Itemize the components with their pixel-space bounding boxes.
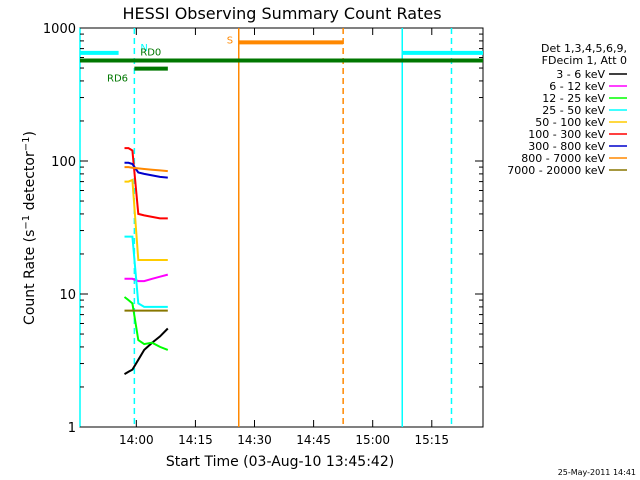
footer-date: 25-May-2011 14:41: [558, 468, 636, 477]
x-tick-label-15-15: 15:15: [414, 433, 449, 447]
legend-label-100-300-kev: 100 - 300 keV: [528, 128, 605, 141]
y-axis-label-exp2: −1: [21, 137, 32, 152]
y-tick-label-1000: 1000: [43, 22, 76, 37]
y-axis-label-mid: detector: [22, 151, 38, 215]
x-tick-label-14-45: 14:45: [296, 433, 331, 447]
y-axis-label-exp1: −1: [21, 215, 32, 230]
flag-label-rd6: RD6: [107, 74, 128, 85]
legend-label-25-50-kev: 25 - 50 keV: [542, 104, 605, 117]
x-tick-label-15-00: 15:00: [355, 433, 390, 447]
x-tick-label-14-30: 14:30: [237, 433, 272, 447]
series-12-25-kev: [123, 296, 169, 351]
series-50-100-kev: [124, 178, 168, 261]
y-tick-label-100: 100: [51, 155, 76, 170]
x-tick-label-14-00: 14:00: [119, 433, 154, 447]
plot-frame: [79, 27, 484, 428]
series-800-7000-kev: [124, 166, 168, 173]
x-tick-label-14-15: 14:15: [178, 433, 213, 447]
series-300-800-kev: [124, 161, 168, 179]
series-6-12-kev: [124, 273, 169, 283]
vertical-lines: [79, 28, 453, 427]
series-group: [123, 147, 169, 375]
legend-header-1: Det 1,3,4,5,6,9,: [541, 42, 627, 55]
flag-label-n: N: [140, 43, 147, 54]
y-axis-label-main: Count Rate (s: [22, 230, 38, 325]
legend-label-800-7000-kev: 800 - 7000 keV: [521, 152, 605, 165]
legend-label-6-12-kev: 6 - 12 keV: [549, 80, 605, 93]
axes-group: 14:00 14:15 14:30 14:45 15:00 15:15 1 10 100 1000: [43, 22, 483, 447]
flag-bars: N S RD0 RD6: [80, 35, 483, 85]
series-100-300-kev: [124, 147, 168, 220]
flag-label-rd0: RD0: [140, 47, 161, 58]
flag-label-s: S: [227, 35, 233, 46]
y-tick-label-10: 10: [59, 288, 76, 303]
y-axis-label-end: ): [22, 131, 38, 136]
legend-label-12-25-kev: 12 - 25 keV: [542, 92, 605, 105]
y-tick-label-1: 1: [68, 421, 76, 436]
legend-label-300-800-kev: 300 - 800 keV: [528, 140, 605, 153]
legend-label-3-6-kev: 3 - 6 keV: [556, 68, 605, 81]
x-axis-label: Start Time (03-Aug-10 13:45:42): [166, 454, 394, 470]
y-axis-label: Count Rate (s−1 detector−1): [21, 131, 38, 325]
legend-label-7000-20000-kev: 7000 - 20000 keV: [507, 164, 605, 177]
legend-header-2: FDecim 1, Att 0: [542, 54, 627, 67]
chart-title: HESSI Observing Summary Count Rates: [122, 4, 441, 23]
series-25-50-kev: [124, 235, 168, 308]
series-3-6-kev: [124, 327, 169, 375]
legend: Det 1,3,4,5,6,9,FDecim 1, Att 03 - 6 keV…: [507, 42, 627, 177]
legend-label-50-100-kev: 50 - 100 keV: [535, 116, 605, 129]
